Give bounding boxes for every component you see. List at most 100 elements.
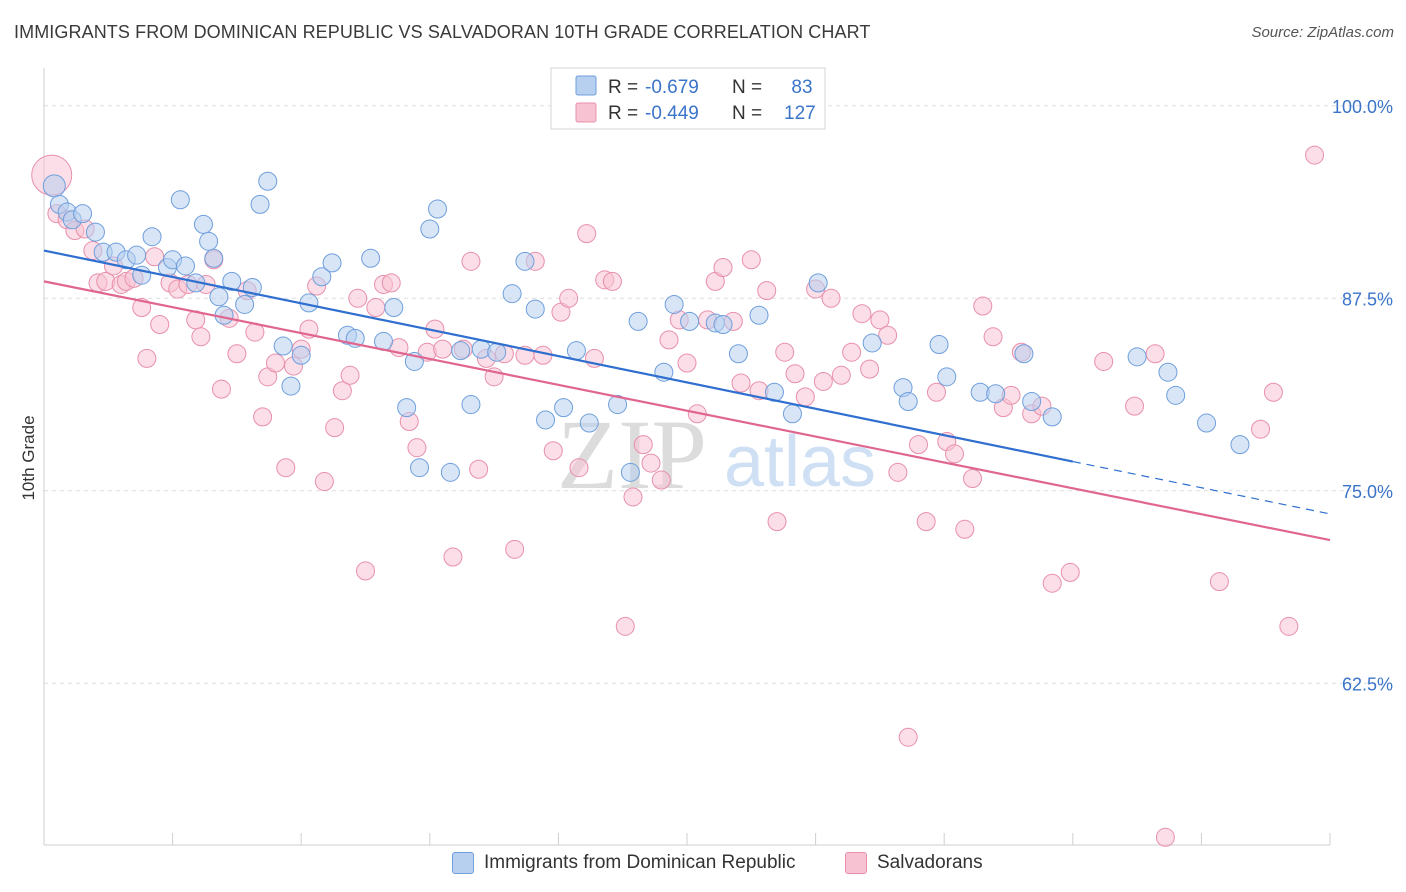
data-point-salvadoran (407, 438, 427, 458)
data-point-salvadoran (898, 727, 918, 747)
data-point-dominican-republic (502, 284, 522, 304)
data-point-dominican-republic (713, 314, 733, 334)
data-point-salvadoran (1125, 396, 1145, 416)
data-point-salvadoran (348, 288, 368, 308)
stat-n-label-blue: N = (732, 77, 762, 98)
axes (43, 68, 1331, 846)
data-point-dominican-republic (222, 271, 242, 291)
series-dominican-republic (42, 171, 1250, 482)
data-point-salvadoran (150, 314, 170, 334)
data-point-salvadoran (860, 359, 880, 379)
data-point-dominican-republic (235, 294, 255, 314)
data-point-dominican-republic (273, 336, 293, 356)
data-point-salvadoran (1251, 419, 1271, 439)
data-point-dominican-republic (250, 194, 270, 214)
data-point-salvadoran (842, 342, 862, 362)
data-point-dominican-republic (322, 253, 342, 273)
stat-r-label-blue: R = (608, 77, 638, 98)
data-point-dominican-republic (170, 190, 190, 210)
data-point-salvadoran (577, 224, 597, 244)
stat-n-value-pink: 127 (784, 103, 816, 124)
data-point-dominican-republic (1014, 344, 1034, 364)
data-point-dominican-republic (199, 231, 219, 251)
data-point-dominican-republic (536, 410, 556, 430)
data-point-dominican-republic (312, 267, 332, 287)
data-point-salvadoran (433, 339, 453, 359)
data-point-salvadoran (1094, 351, 1114, 371)
data-point-salvadoran (602, 271, 622, 291)
trend-lines (43, 249, 1331, 542)
data-point-salvadoran (741, 250, 761, 270)
trend-line-dominican-republic-extension (1072, 460, 1331, 515)
data-point-salvadoran (1060, 562, 1080, 582)
y-tick-label: 75.0% (1342, 482, 1393, 502)
legend-swatch-blue (575, 75, 597, 96)
data-point-salvadoran (1263, 382, 1283, 402)
data-point-dominican-republic (193, 214, 213, 234)
data-point-dominican-republic (291, 345, 311, 365)
y-tick-labels: 62.5% 75.0% 87.5% 100.0% (1332, 97, 1393, 694)
data-point-dominican-republic (898, 391, 918, 411)
trend-line-dominican-republic (43, 249, 1074, 463)
data-point-salvadoran (356, 561, 375, 581)
data-point-salvadoran (677, 353, 697, 373)
data-point-salvadoran (973, 296, 993, 316)
y-tick-label: 87.5% (1342, 289, 1393, 309)
data-point-dominican-republic (175, 256, 195, 276)
data-point-dominican-republic (440, 462, 460, 482)
data-point-dominican-republic (281, 376, 301, 396)
data-point-dominican-republic (1230, 435, 1250, 455)
data-point-salvadoran (1305, 145, 1325, 165)
data-point-salvadoran (651, 470, 671, 490)
data-point-dominican-republic (451, 341, 471, 361)
data-point-dominican-republic (384, 298, 404, 318)
data-point-dominican-republic (1166, 385, 1186, 405)
data-point-dominican-republic (862, 333, 882, 353)
data-point-salvadoran (1279, 616, 1299, 636)
stats-legend: R = -0.679 N = 83 R = -0.449 N = 127 (550, 67, 826, 130)
data-point-dominican-republic (608, 395, 628, 415)
data-point-dominican-republic (73, 204, 93, 224)
data-point-dominican-republic (620, 462, 640, 482)
data-point-salvadoran (1155, 827, 1175, 847)
data-point-dominican-republic (1158, 362, 1178, 382)
data-point-salvadoran (332, 381, 352, 401)
data-point-dominican-republic (361, 248, 381, 268)
source-label: Source: ZipAtlas.com (1251, 24, 1394, 41)
data-point-salvadoran (137, 348, 157, 368)
data-point-salvadoran (325, 418, 345, 438)
data-point-salvadoran (878, 325, 898, 345)
data-point-dominican-republic (487, 342, 507, 362)
data-point-dominican-republic (1127, 347, 1147, 367)
data-point-dominican-republic (566, 341, 586, 361)
data-point-dominican-republic (397, 398, 417, 418)
data-point-salvadoran (713, 258, 733, 277)
data-point-salvadoran (916, 512, 936, 532)
data-point-dominican-republic (728, 344, 748, 364)
data-point-salvadoran (461, 251, 481, 271)
data-point-salvadoran (543, 441, 563, 461)
data-point-salvadoran (191, 327, 211, 347)
data-point-salvadoran (276, 458, 296, 478)
data-point-salvadoran (314, 472, 334, 492)
data-point-salvadoran (505, 539, 525, 559)
data-point-dominican-republic (471, 339, 491, 359)
stat-r-label-pink: R = (608, 103, 638, 124)
data-point-dominican-republic (937, 367, 957, 387)
data-point-dominican-republic (410, 458, 430, 478)
data-point-dominican-republic (628, 311, 648, 331)
data-point-salvadoran (211, 379, 231, 399)
data-point-salvadoran (870, 310, 890, 330)
data-point-dominican-republic (782, 404, 802, 424)
legend-item-dominican-republic: Immigrants from Dominican Republic (452, 852, 796, 874)
data-point-salvadoran (340, 365, 360, 385)
data-point-dominican-republic (127, 245, 147, 265)
data-point-salvadoran (731, 373, 751, 393)
data-point-salvadoran (265, 353, 285, 373)
data-point-salvadoran (831, 365, 851, 385)
legend-swatch-dominican-republic (452, 852, 474, 874)
legend-swatch-salvadorans (845, 852, 867, 874)
series-legend: Immigrants from Dominican Republic Salva… (0, 852, 1406, 878)
data-point-salvadoran (908, 435, 928, 455)
data-point-dominican-republic (461, 395, 481, 415)
